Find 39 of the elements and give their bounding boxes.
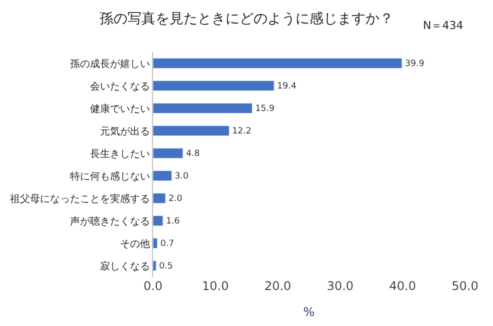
bar [153,170,172,182]
bar [153,260,156,272]
data-label: 2.0 [168,194,182,204]
data-label: 12.2 [232,126,252,137]
bar [153,102,252,114]
data-label: 15.9 [255,104,275,114]
y-tick-label: その他 [120,238,150,250]
bar [153,215,164,226]
data-label: 0.5 [159,262,173,272]
data-label: 19.4 [277,82,297,92]
y-tick-label: 元気が出る [100,125,150,138]
x-tick-label: 10.0 [202,279,229,293]
x-tick-label: 30.0 [326,279,354,293]
x-tick-label: 0.0 [143,279,163,293]
y-tick-label: 祖父母になったことを実感する [10,192,150,205]
y-tick-label: 特に何も感じない [70,170,150,182]
x-axis-title: % [303,304,315,319]
y-tick-label: 長生きしたい [90,148,150,160]
y-tick-label: 健康でいたい [90,102,150,115]
data-label: 3.0 [174,172,189,182]
bar [153,125,230,136]
x-tick-label: 20.0 [264,279,292,293]
chart-title: 孫の写真を見たときにどのように感じますか？ [100,10,394,27]
bar [153,80,274,92]
y-tick-label: 会いたくなる [90,80,150,92]
text: N＝434 [423,19,464,32]
y-tick-label: 孫の成長が嬉しい [70,58,150,70]
bar [153,148,184,159]
y-tick-label: 寂しくなる [100,260,150,272]
data-label: 0.7 [160,239,174,250]
y-tick-label: 声が聴きたくなる [70,215,150,228]
data-label: 39.9 [404,59,424,70]
data-label: 4.8 [186,149,200,160]
data-label: 1.6 [166,216,180,227]
bar [153,238,158,249]
bar [153,58,402,69]
x-tick-label: 40.0 [389,279,416,293]
bar [153,192,166,204]
x-tick-label: 50.0 [452,279,478,293]
